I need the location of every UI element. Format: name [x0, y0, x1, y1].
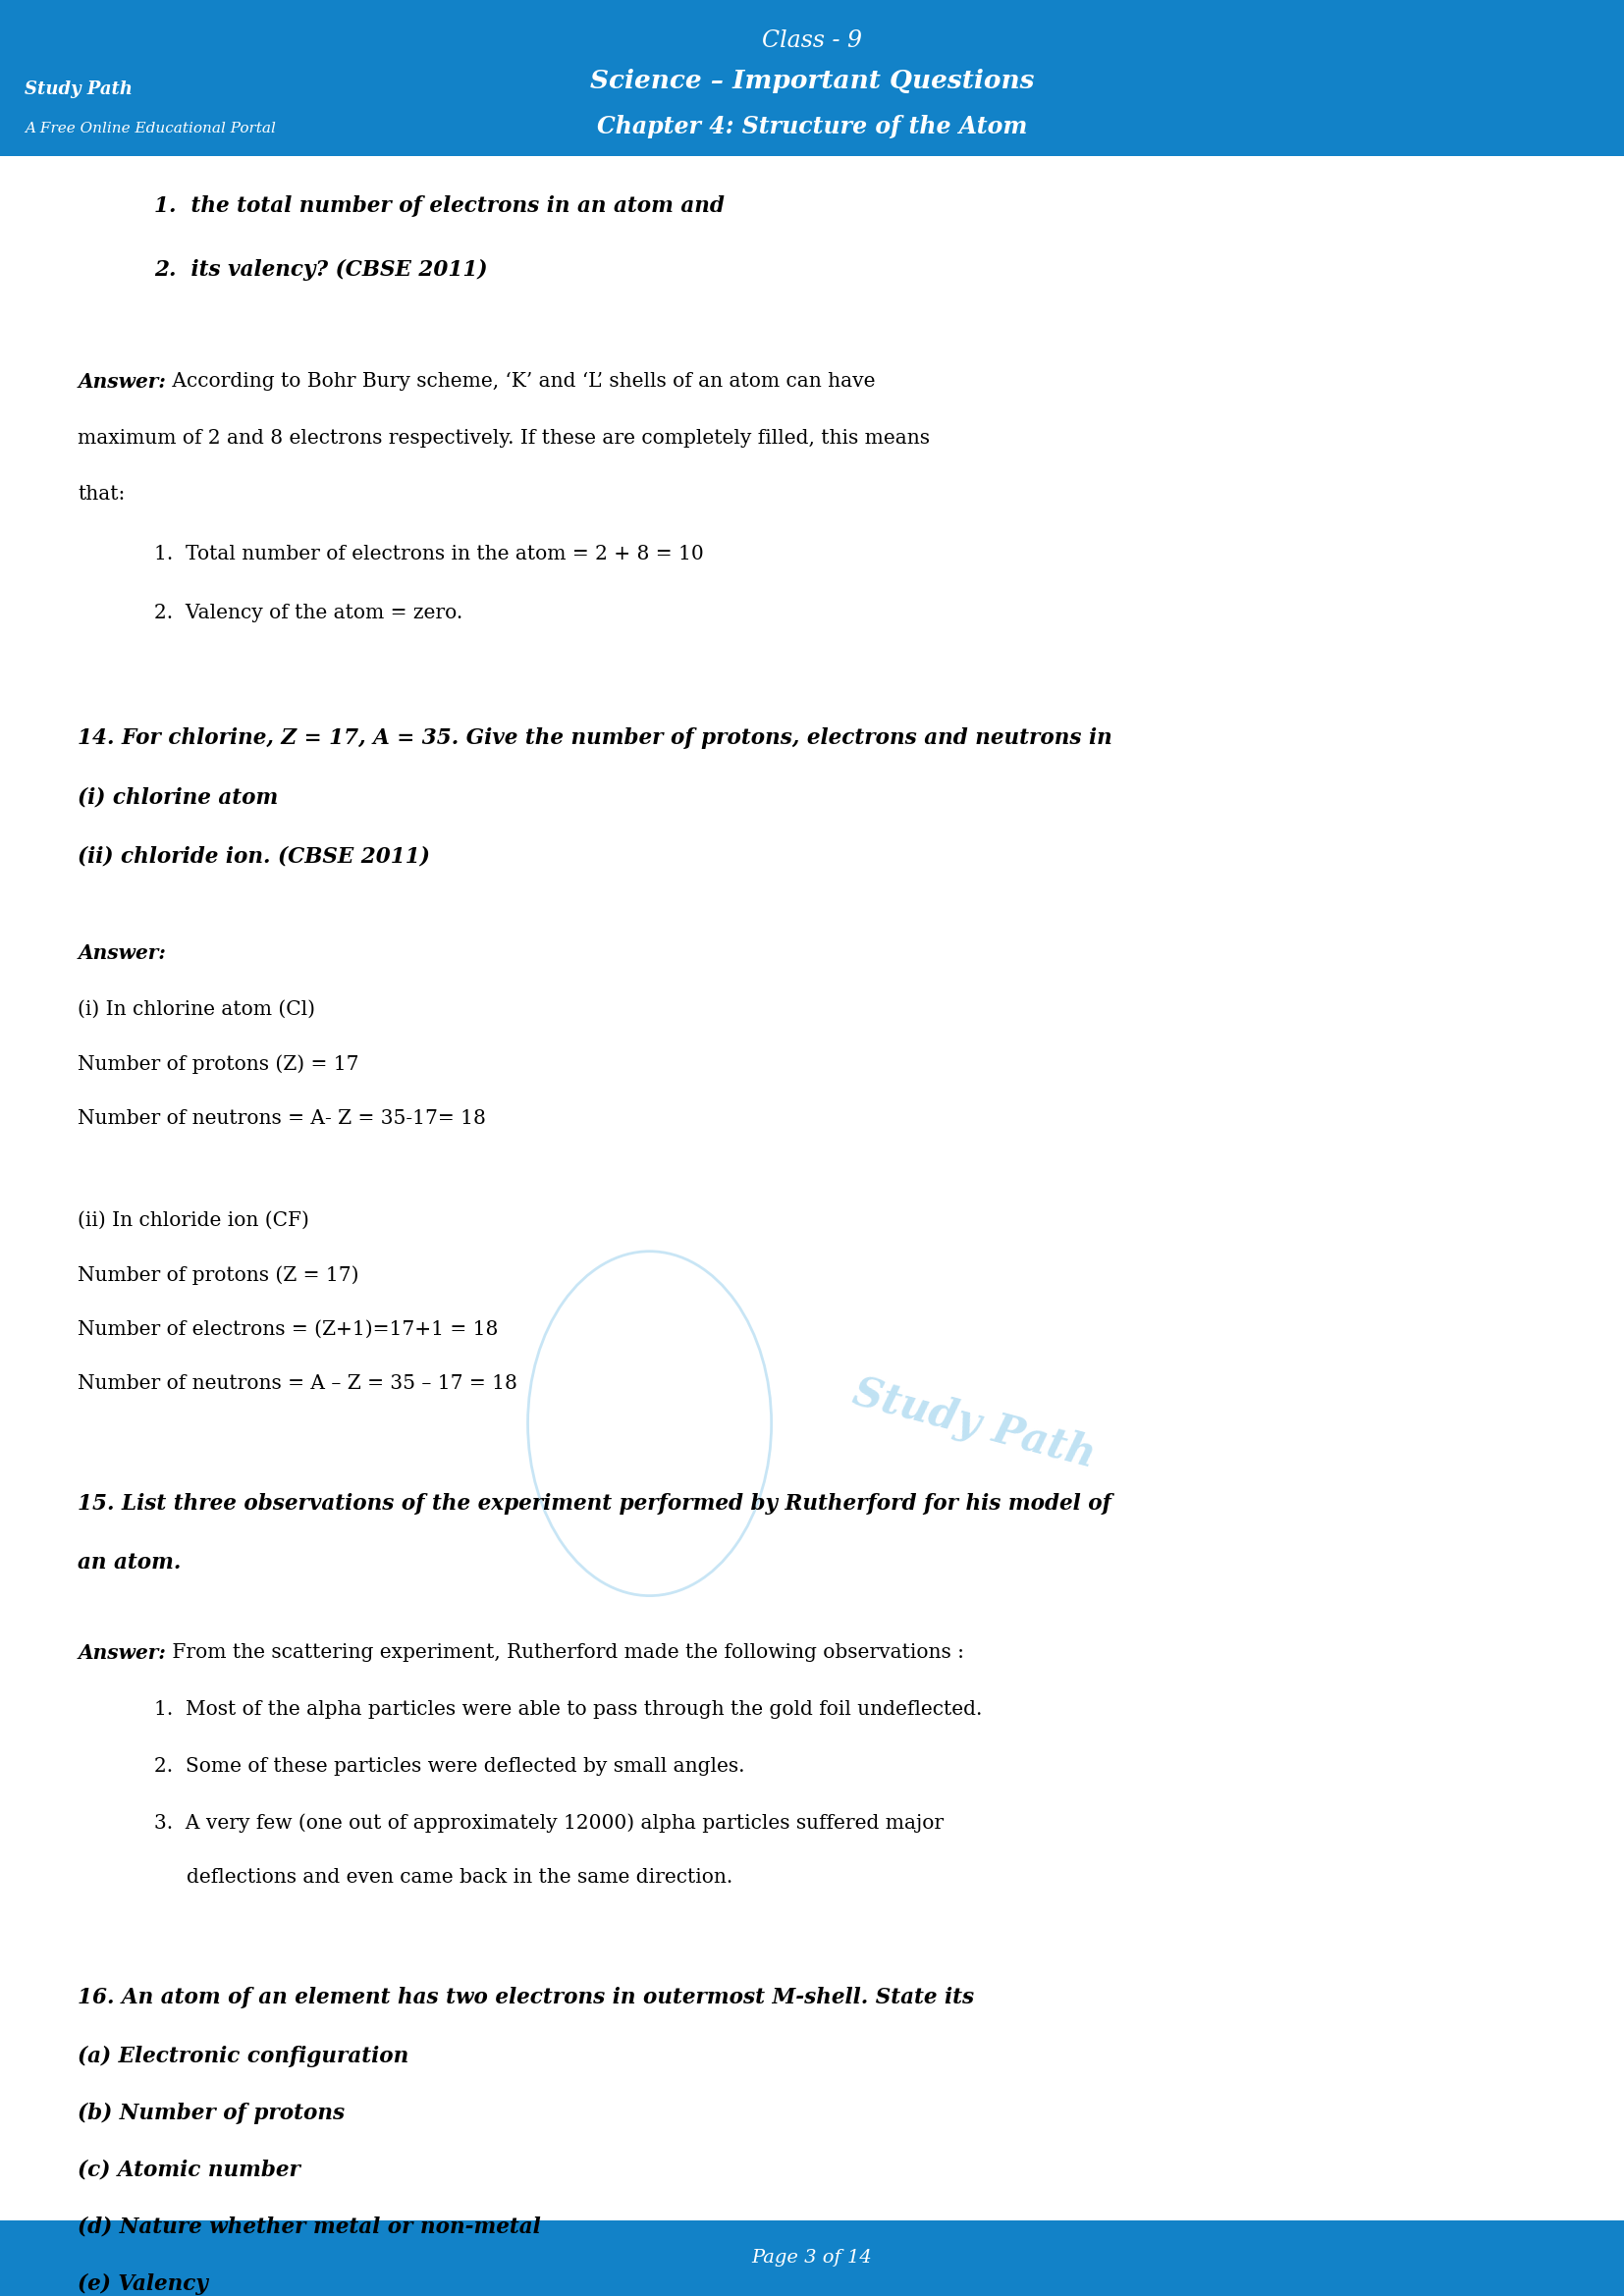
- Text: Answer:: Answer:: [78, 1644, 166, 1662]
- Text: A Free Online Educational Portal: A Free Online Educational Portal: [24, 122, 276, 135]
- Text: Number of protons (Z) = 17: Number of protons (Z) = 17: [78, 1054, 359, 1075]
- Text: 2.  Valency of the atom = zero.: 2. Valency of the atom = zero.: [154, 604, 463, 622]
- Text: (i) In chlorine atom (Cl): (i) In chlorine atom (Cl): [78, 1001, 315, 1019]
- Text: Number of protons (Z = 17): Number of protons (Z = 17): [78, 1265, 359, 1286]
- Text: 2.  its valency? (CBSE 2011): 2. its valency? (CBSE 2011): [154, 259, 487, 280]
- Text: (b) Number of protons: (b) Number of protons: [78, 2103, 346, 2124]
- Text: (ii) chloride ion. (CBSE 2011): (ii) chloride ion. (CBSE 2011): [78, 845, 430, 868]
- Text: 1.  Total number of electrons in the atom = 2 + 8 = 10: 1. Total number of electrons in the atom…: [154, 544, 703, 563]
- Text: Number of neutrons = A- Z = 35-17= 18: Number of neutrons = A- Z = 35-17= 18: [78, 1109, 486, 1127]
- Text: According to Bohr Bury scheme, ‘K’ and ‘L’ shells of an atom can have: According to Bohr Bury scheme, ‘K’ and ‘…: [166, 372, 875, 390]
- Text: 16. An atom of an element has two electrons in outermost M-shell. State its: 16. An atom of an element has two electr…: [78, 1986, 974, 2009]
- Text: an atom.: an atom.: [78, 1552, 182, 1573]
- Text: (a) Electronic configuration: (a) Electronic configuration: [78, 2046, 409, 2069]
- Text: 14. For chlorine, Z = 17, A = 35. Give the number of protons, electrons and neut: 14. For chlorine, Z = 17, A = 35. Give t…: [78, 728, 1112, 748]
- Text: Answer:: Answer:: [78, 372, 166, 390]
- Text: (c) Atomic number: (c) Atomic number: [78, 2161, 300, 2181]
- Text: Number of neutrons = A – Z = 35 – 17 = 18: Number of neutrons = A – Z = 35 – 17 = 1…: [78, 1375, 518, 1394]
- FancyBboxPatch shape: [0, 0, 1624, 156]
- Text: 1.  Most of the alpha particles were able to pass through the gold foil undeflec: 1. Most of the alpha particles were able…: [154, 1701, 983, 1720]
- Text: 1.  the total number of electrons in an atom and: 1. the total number of electrons in an a…: [154, 195, 724, 216]
- Text: maximum of 2 and 8 electrons respectively. If these are completely filled, this : maximum of 2 and 8 electrons respectivel…: [78, 429, 931, 448]
- Text: 2.  Some of these particles were deflected by small angles.: 2. Some of these particles were deflecte…: [154, 1756, 745, 1775]
- Text: (d) Nature whether metal or non-metal: (d) Nature whether metal or non-metal: [78, 2216, 541, 2239]
- Text: Chapter 4: Structure of the Atom: Chapter 4: Structure of the Atom: [596, 115, 1028, 138]
- Text: Page 3 of 14: Page 3 of 14: [752, 2250, 872, 2266]
- Text: Number of electrons = (Z+1)=17+1 = 18: Number of electrons = (Z+1)=17+1 = 18: [78, 1320, 499, 1339]
- Text: 15. List three observations of the experiment performed by Rutherford for his mo: 15. List three observations of the exper…: [78, 1492, 1112, 1515]
- FancyBboxPatch shape: [0, 2220, 1624, 2296]
- Text: Class - 9: Class - 9: [762, 30, 862, 53]
- Text: deflections and even came back in the same direction.: deflections and even came back in the sa…: [187, 1869, 732, 1887]
- Text: From the scattering experiment, Rutherford made the following observations :: From the scattering experiment, Rutherfo…: [166, 1644, 965, 1662]
- Text: Science – Important Questions: Science – Important Questions: [590, 69, 1034, 94]
- Text: that:: that:: [78, 484, 125, 503]
- Text: Study Path: Study Path: [849, 1371, 1099, 1476]
- Text: 3.  A very few (one out of approximately 12000) alpha particles suffered major: 3. A very few (one out of approximately …: [154, 1814, 944, 1832]
- Text: Answer:: Answer:: [78, 944, 166, 964]
- Text: Study Path: Study Path: [24, 80, 133, 99]
- Text: (i) chlorine atom: (i) chlorine atom: [78, 788, 278, 808]
- Text: (ii) In chloride ion (CF): (ii) In chloride ion (CF): [78, 1212, 310, 1231]
- Text: (e) Valency: (e) Valency: [78, 2273, 208, 2294]
- FancyBboxPatch shape: [0, 156, 1624, 2220]
